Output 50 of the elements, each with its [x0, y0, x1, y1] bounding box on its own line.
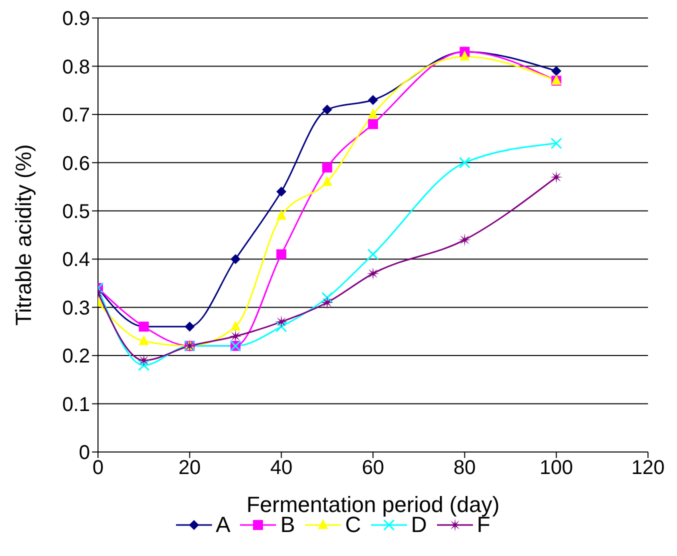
- point: [276, 320, 288, 332]
- legend-label: C: [345, 512, 361, 538]
- point: [230, 320, 240, 331]
- x-tick-label: 80: [454, 457, 476, 480]
- point: [458, 156, 470, 168]
- point: [276, 210, 286, 220]
- point: [550, 170, 563, 184]
- point: [137, 354, 150, 367]
- point: [274, 315, 288, 328]
- point: [551, 66, 562, 76]
- point: [368, 108, 378, 118]
- x-tick-label: 40: [270, 457, 292, 480]
- point: [138, 359, 150, 371]
- point: [322, 176, 332, 186]
- y-tick-label: 0.9: [62, 8, 90, 30]
- point: [230, 254, 240, 264]
- point: [229, 330, 242, 343]
- point: [276, 186, 286, 197]
- legend-label: B: [280, 512, 296, 538]
- point: [458, 233, 472, 246]
- point: [368, 94, 378, 105]
- y-tick-label: 0.2: [62, 346, 90, 368]
- point: [184, 322, 195, 332]
- y-tick-label: 0.8: [62, 56, 90, 78]
- legend-label: D: [410, 512, 427, 538]
- x-tick-label: 120: [631, 457, 665, 480]
- point: [366, 267, 380, 280]
- x-tick-label: 100: [540, 457, 574, 480]
- y-axis-title: Titrable acidity (%): [10, 144, 36, 326]
- point: [138, 335, 149, 346]
- point: [550, 138, 562, 150]
- point: [276, 249, 286, 260]
- legend-label: A: [216, 512, 230, 538]
- y-tick-label: 0.4: [62, 249, 90, 272]
- x-tick-label: 60: [362, 457, 384, 480]
- y-tick-label: 0.3: [62, 297, 90, 320]
- y-tick-label: 0.1: [62, 394, 90, 416]
- point: [367, 248, 379, 260]
- x-tick-label: 20: [178, 457, 201, 480]
- point: [321, 292, 333, 304]
- point: [322, 104, 332, 115]
- point: [320, 296, 334, 310]
- y-tick-label: 0.5: [62, 200, 90, 223]
- y-tick-label: 0.6: [62, 152, 90, 175]
- y-tick-label: 0.7: [62, 104, 90, 127]
- point: [368, 119, 378, 130]
- x-tick-label: 0: [92, 457, 104, 480]
- point: [322, 162, 332, 172]
- y-tick-label: 0: [78, 442, 90, 464]
- point: [460, 50, 470, 61]
